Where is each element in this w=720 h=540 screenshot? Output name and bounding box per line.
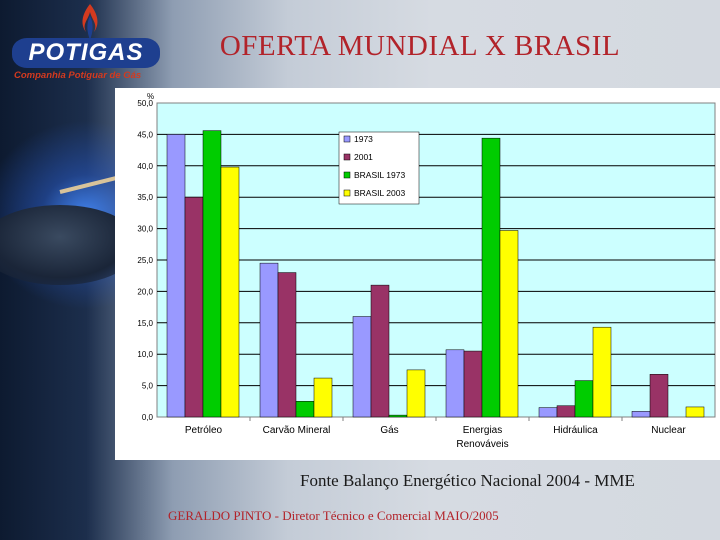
bar-brasil-1973 <box>481 137 501 418</box>
y-tick-label: 25,0 <box>137 256 153 265</box>
bar-1973 <box>166 134 186 418</box>
x-category-label: Petróleo <box>185 425 223 436</box>
chart-panel: 0,0 5,0 10,0 15,0 20,0 25,0 30,0 35,0 40,0 45,0 50… <box>115 88 720 460</box>
bar-1973 <box>445 349 465 418</box>
bar-2001 <box>556 405 576 418</box>
bar-chart: 0,0 5,0 10,0 15,0 20,0 25,0 30,0 35,0 40,0 45,0 50… <box>137 92 716 450</box>
legend-label: BRASIL 2003 <box>354 188 405 198</box>
x-category-label: Nuclear <box>651 425 686 436</box>
legend-label: 2001 <box>354 152 373 162</box>
bar-brasil-2003 <box>592 326 612 418</box>
chart-legend: 1973 2001 BRASIL 1973 BRASIL 2003 <box>338 131 420 205</box>
logo-wordmark: POTIGAS <box>12 38 160 68</box>
bar-brasil-1973 <box>202 130 222 418</box>
logo-flame-icon <box>82 4 98 40</box>
bar-brasil-2003 <box>313 377 333 418</box>
legend-box <box>338 131 420 205</box>
bar-2001 <box>277 272 297 418</box>
bar-1973 <box>631 411 651 418</box>
bar-brasil-1973 <box>574 380 594 418</box>
x-category-label: Hidráulica <box>553 425 598 436</box>
y-tick-label: 10,0 <box>137 350 153 359</box>
footer-credit: GERALDO PINTO - Diretor Técnico e Comerc… <box>168 508 499 523</box>
x-category-label: Gás <box>380 425 398 436</box>
bar-1973 <box>259 262 279 418</box>
legend-swatch <box>343 171 351 179</box>
y-tick-label: 0,0 <box>142 413 154 422</box>
slide-title: OFERTA MUNDIAL X BRASIL <box>219 30 621 62</box>
legend-swatch <box>343 153 351 161</box>
bar-2001 <box>463 350 483 418</box>
y-tick-label: 40,0 <box>137 162 153 171</box>
y-tick-label: 35,0 <box>137 193 153 202</box>
bar-brasil-2003 <box>220 166 240 418</box>
y-tick-label: 15,0 <box>137 319 153 328</box>
x-category-label: Energias <box>463 425 502 436</box>
bar-2001 <box>184 196 204 418</box>
bar-brasil-1973 <box>295 401 315 418</box>
x-category-label: Renováveis <box>456 439 508 450</box>
logo-subtitle: Companhia Potiguar de Gás <box>14 70 142 81</box>
y-tick-label: 30,0 <box>137 225 153 234</box>
bar-brasil-1973 <box>388 414 408 418</box>
y-tick-label: 20,0 <box>137 287 153 296</box>
bar-2001 <box>649 374 669 418</box>
bar-brasil-2003 <box>499 230 519 418</box>
y-tick-label: 5,0 <box>142 382 154 391</box>
y-tick-label: 50,0 <box>137 99 153 108</box>
source-note: Fonte Balanço Energético Nacional 2004 -… <box>300 471 635 490</box>
bar-1973 <box>538 407 558 418</box>
potigas-logo: POTIGAS Companhia Potiguar de Gás <box>6 2 161 87</box>
bar-2001 <box>370 284 390 418</box>
legend-swatch <box>343 135 351 143</box>
legend-label: BRASIL 1973 <box>354 170 405 180</box>
y-axis-unit-label: % <box>147 92 154 101</box>
bar-brasil-2003 <box>685 406 705 418</box>
legend-label: 1973 <box>354 134 373 144</box>
legend-swatch <box>343 189 351 197</box>
bar-1973 <box>352 316 372 418</box>
bar-brasil-2003 <box>406 369 426 418</box>
x-category-label: Carvão Mineral <box>263 425 331 436</box>
y-tick-label: 45,0 <box>137 130 153 139</box>
